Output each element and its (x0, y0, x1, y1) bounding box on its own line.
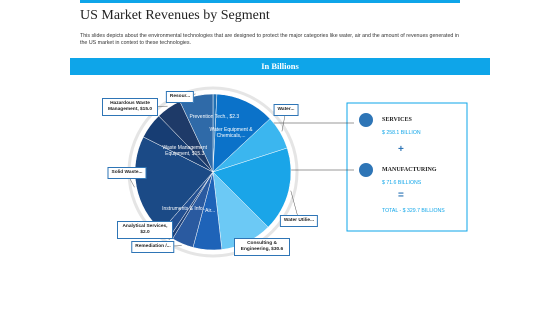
slice-label: Water Equipment & Chemicals,... (209, 127, 253, 140)
manufacturing-label: MANUFACTURING (382, 167, 437, 173)
callout-label: Water... (273, 104, 299, 116)
equals: = (398, 190, 404, 201)
services-value: $ 258.1 BILLION (382, 130, 421, 136)
description: This slides depicts about the environmen… (80, 33, 459, 46)
services-label: SERVICES (382, 117, 412, 123)
callout-label: Solid Waste... (107, 167, 147, 179)
callout-label: Consulting & Engineering, $30.6 (234, 238, 290, 256)
callout-label: Analytical Services, $2.0 (117, 221, 173, 239)
banner: In Billions (70, 58, 490, 75)
slice-label: Air... (205, 207, 216, 214)
title: US Market Revenues by Segment (80, 8, 270, 23)
slice-label: Instruments & Info... (162, 206, 207, 213)
callout-label: Remediation /... (131, 241, 175, 253)
top-bar (80, 0, 460, 3)
manufacturing-value: $ 71.6 BILLIONS (382, 180, 422, 186)
slice-label: Waste Management Equipment, $15.3 (162, 145, 207, 158)
services-icon (359, 113, 373, 127)
plus: + (398, 144, 404, 155)
callout-label: Resour... (165, 91, 195, 103)
callout-label: Hazardous Waste Management, $15.0 (102, 98, 158, 116)
manufacturing-icon (359, 163, 373, 177)
slice-label: Prevention Tech., $2.3 (189, 114, 240, 121)
callout-label: Water Utilie... (279, 215, 319, 227)
total: TOTAL - $ 329.7 BILLIONS (382, 208, 445, 214)
pie-slice (212, 147, 292, 228)
pie-slice (212, 93, 271, 173)
